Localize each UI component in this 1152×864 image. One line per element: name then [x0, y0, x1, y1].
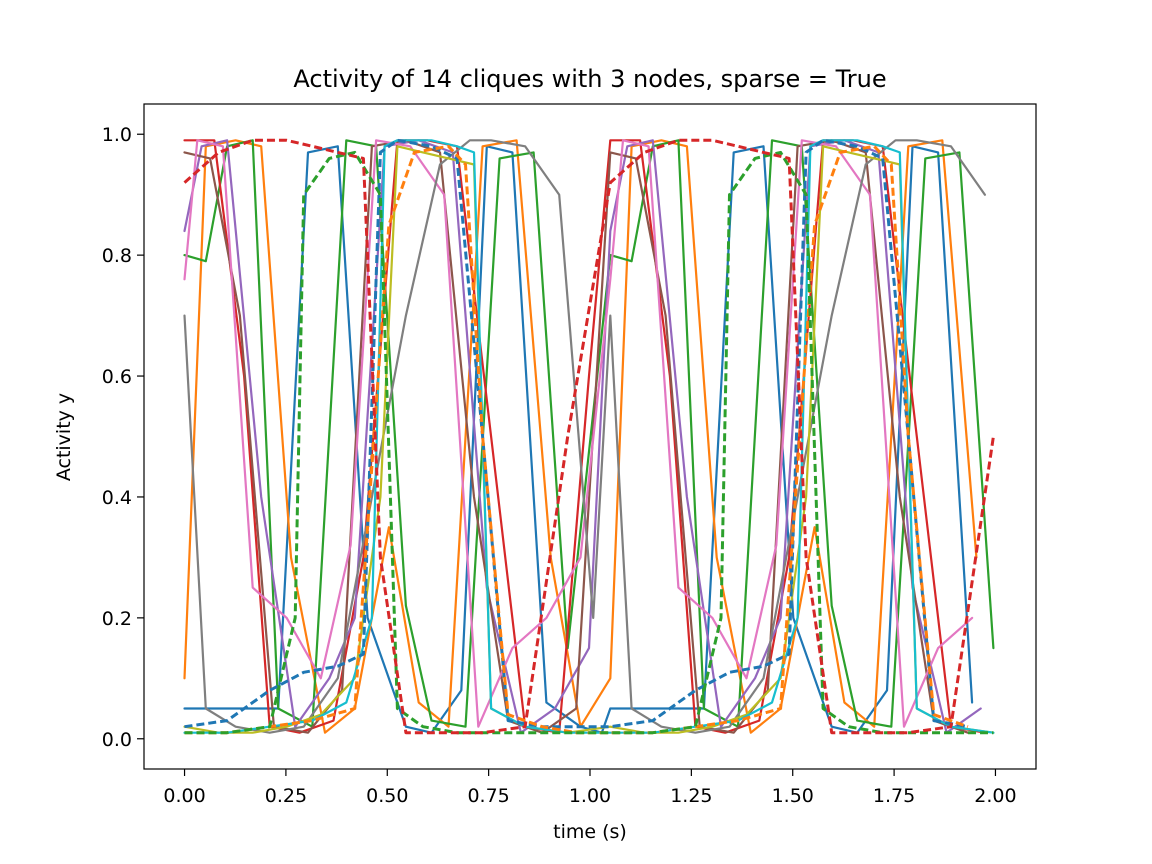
chart-title: Activity of 14 cliques with 3 nodes, spa… — [293, 65, 886, 93]
x-tick-label: 1.75 — [873, 785, 915, 807]
x-tick-label: 1.25 — [670, 785, 712, 807]
y-tick-label: 1.0 — [102, 124, 132, 146]
series-line-8 — [183, 139, 986, 734]
x-tick-label: 0.50 — [366, 785, 408, 807]
x-axis-label: time (s) — [553, 821, 627, 843]
x-tick-label: 1.50 — [772, 785, 814, 807]
y-tick-label: 0.2 — [102, 608, 132, 630]
x-tick-label: 0.75 — [467, 785, 509, 807]
series-line-12 — [184, 144, 969, 735]
x-tick-label: 2.00 — [974, 785, 1016, 807]
y-tick-label: 0.6 — [102, 366, 132, 388]
y-axis-label: Activity y — [53, 393, 75, 481]
series-line-7 — [183, 139, 974, 728]
series-line-3 — [183, 139, 995, 728]
y-axis: 0.0 0.2 0.4 0.6 0.8 1.0 — [102, 124, 144, 751]
series-layer — [183, 138, 995, 735]
series-line-14 — [183, 138, 995, 735]
x-axis: 0.00 0.25 0.50 0.75 1.00 1.25 1.50 1.75 2.00 — [163, 769, 1017, 807]
x-tick-label: 0.00 — [163, 785, 205, 807]
series-line-9 — [183, 145, 995, 734]
x-tick-label: 0.25 — [265, 785, 307, 807]
x-tick-label: 1.00 — [569, 785, 611, 807]
series-line-13 — [184, 150, 994, 735]
y-tick-label: 0.8 — [102, 245, 132, 267]
y-tick-label: 0.4 — [102, 487, 132, 509]
y-tick-label: 0.0 — [102, 729, 132, 751]
